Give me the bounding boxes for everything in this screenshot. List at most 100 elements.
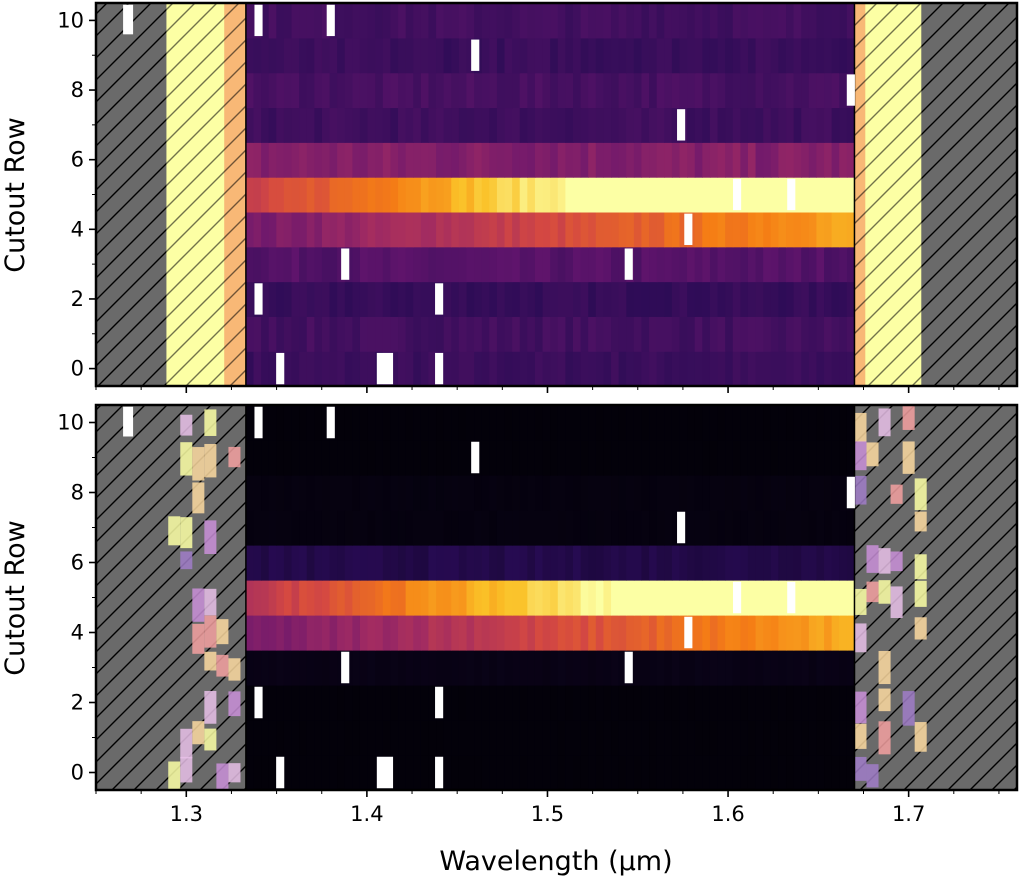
heatmap-cell (299, 545, 308, 581)
heatmap-cell (808, 440, 818, 476)
bad-pixel (376, 352, 394, 385)
heatmap-cell (436, 246, 445, 283)
heatmap-cell (565, 211, 574, 248)
heatmap-cell (261, 755, 270, 790)
heatmap-cell (413, 545, 422, 581)
heatmap-cell (253, 580, 262, 616)
heatmap-cell (611, 107, 620, 143)
heatmap-cell (276, 615, 285, 651)
heatmap-cell (611, 316, 620, 352)
heatmap-cell (306, 107, 315, 143)
heatmap-cell (268, 281, 277, 317)
bad-pixel (254, 686, 263, 719)
heatmap-cell (679, 545, 688, 581)
heatmap-cell (413, 142, 422, 178)
heatmap-cell (580, 440, 589, 476)
heatmap-cell (808, 142, 818, 178)
heatmap-cell (352, 510, 361, 546)
heatmap-cell (276, 405, 285, 441)
excluded-hatch (854, 3, 922, 386)
heatmap-cell (443, 475, 452, 511)
heatmap-cell (527, 545, 536, 581)
heatmap-cell (550, 755, 559, 790)
heatmap-cell (367, 440, 376, 476)
heatmap-cell (679, 615, 688, 651)
heatmap-cell (352, 107, 361, 143)
heatmap-cell (550, 615, 559, 651)
heatmap-cell (687, 405, 696, 441)
heatmap-cell (534, 545, 544, 581)
heatmap-cell (747, 615, 757, 651)
heatmap-cell (443, 720, 452, 756)
heatmap-cell (306, 316, 315, 352)
heatmap-cell (656, 405, 665, 441)
heatmap-cell (550, 580, 559, 616)
heatmap-cell (793, 720, 802, 756)
heatmap-cell (550, 351, 559, 386)
heatmap-cell (687, 37, 696, 74)
heatmap-cell (725, 685, 734, 721)
heatmap-cell (481, 37, 490, 74)
heatmap-cell (839, 580, 848, 616)
bad-pixel (787, 581, 796, 614)
heatmap-cell (801, 720, 810, 756)
heatmap-cell (603, 72, 612, 109)
heatmap-cell (268, 246, 277, 283)
heatmap-cell (496, 650, 506, 686)
heatmap-cell (831, 720, 840, 756)
heatmap-cell (398, 580, 407, 616)
heatmap-cell (778, 755, 787, 790)
heatmap-cell (747, 177, 757, 213)
heatmap-cell (504, 107, 513, 143)
heatmap-cell (687, 351, 696, 386)
heatmap-cell (451, 440, 460, 476)
heatmap-cell (436, 405, 445, 441)
heatmap-cell (489, 405, 498, 441)
heatmap-cell (253, 440, 262, 476)
heatmap-cell (344, 405, 353, 441)
heatmap-cell (679, 755, 688, 790)
heatmap-cell (603, 650, 612, 686)
heatmap-cell (527, 246, 536, 283)
heatmap-cell (458, 405, 468, 441)
heatmap-cell (527, 3, 536, 39)
heatmap-cell (283, 281, 293, 317)
residual-speckle (204, 615, 217, 648)
heatmap-cell (839, 316, 848, 352)
heatmap-cell (717, 615, 726, 651)
heatmap-cell (687, 650, 696, 686)
heatmap-cell (512, 475, 521, 511)
heatmap-cell (808, 351, 818, 386)
heatmap-cell (390, 615, 399, 651)
residual-speckle (914, 617, 927, 640)
heatmap-cell (550, 685, 559, 721)
heatmap-cell (656, 177, 665, 213)
heatmap-cell (611, 580, 620, 616)
heatmap-cell (413, 351, 422, 386)
heatmap-cell (443, 3, 452, 39)
heatmap-cell (496, 107, 506, 143)
heatmap-cell (725, 755, 734, 790)
heatmap-cell (656, 685, 665, 721)
heatmap-cell (321, 107, 331, 143)
heatmap-cell (299, 211, 308, 248)
heatmap-cell (595, 246, 605, 283)
heatmap-cell (725, 405, 734, 441)
heatmap-cell (550, 3, 559, 39)
heatmap-cell (671, 351, 681, 386)
heatmap-cell (786, 440, 795, 476)
heatmap-cell (656, 3, 665, 39)
heatmap-cell (344, 37, 353, 74)
bad-pixel (677, 511, 686, 544)
heatmap-cell (398, 475, 407, 511)
heatmap-cell (534, 316, 544, 352)
heatmap-cell (671, 755, 681, 790)
heatmap-cell (671, 475, 681, 511)
heatmap-cell (755, 316, 764, 352)
heatmap-cell (839, 3, 848, 39)
heatmap-cell (801, 510, 810, 546)
heatmap-cell (451, 475, 460, 511)
heatmap-cell (839, 72, 848, 109)
heatmap-cell (664, 177, 673, 213)
heatmap-cell (291, 72, 300, 109)
